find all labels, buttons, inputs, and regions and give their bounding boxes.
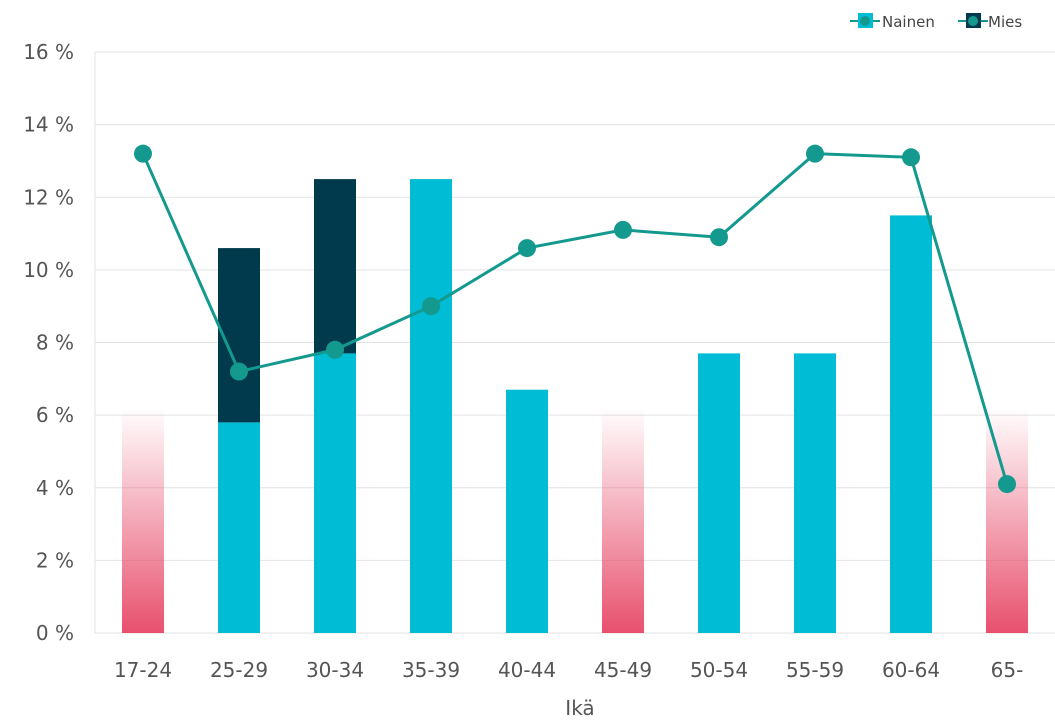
bar-nainen[interactable]	[890, 215, 932, 633]
x-tick-label: 65-	[991, 658, 1024, 682]
bars	[122, 179, 1028, 633]
legend-marker	[860, 16, 870, 26]
line-point[interactable]	[710, 228, 728, 247]
y-tick-label: 0 %	[36, 621, 74, 645]
y-tick-label: 2 %	[36, 548, 74, 572]
bar-mies[interactable]	[218, 248, 260, 423]
y-tick-label: 14 %	[23, 113, 74, 137]
x-axis-ticks: 17-24 25-29 30-34 35-39 40-44 45-49 50-54 55-59…	[114, 658, 1023, 682]
y-axis-ticks: 0 % 2 % 4 % 6 % 8 % 10 % 12 % 14 % 16 %	[23, 40, 74, 645]
line-point[interactable]	[902, 148, 920, 167]
y-tick-label: 12 %	[23, 185, 74, 209]
legend-item-nainen[interactable]: Nainen	[850, 13, 935, 31]
bar-nainen[interactable]	[506, 389, 548, 633]
legend-label: Nainen	[882, 13, 935, 31]
x-tick-label: 60-64	[882, 658, 940, 682]
legend[interactable]: Nainen Mies	[850, 13, 1022, 31]
line-point[interactable]	[806, 144, 824, 163]
x-tick-label: 50-54	[690, 658, 748, 682]
y-tick-label: 4 %	[36, 476, 74, 500]
line-point[interactable]	[134, 144, 152, 163]
bar-nainen[interactable]	[410, 179, 452, 633]
bar-nainen[interactable]	[794, 353, 836, 633]
bar-nainen[interactable]	[218, 422, 260, 633]
x-tick-label: 55-59	[786, 658, 844, 682]
x-tick-label: 17-24	[114, 658, 172, 682]
line-point[interactable]	[326, 340, 344, 359]
y-tick-label: 16 %	[23, 40, 74, 64]
bar-mies[interactable]	[314, 179, 356, 354]
line-point[interactable]	[230, 362, 248, 381]
placeholder-bar	[122, 407, 164, 633]
line-point[interactable]	[614, 220, 632, 239]
legend-label: Mies	[988, 13, 1022, 31]
line-path	[141, 152, 1009, 485]
bar-nainen[interactable]	[314, 353, 356, 633]
line-point[interactable]	[422, 297, 440, 316]
x-tick-label: 40-44	[498, 658, 556, 682]
x-tick-label: 45-49	[594, 658, 652, 682]
x-tick-label: 30-34	[306, 658, 364, 682]
line-series	[134, 144, 1016, 494]
line-point[interactable]	[518, 239, 536, 258]
x-tick-label: 25-29	[210, 658, 268, 682]
placeholder-bar	[986, 407, 1028, 633]
y-tick-label: 6 %	[36, 403, 74, 427]
y-tick-label: 10 %	[23, 258, 74, 282]
legend-item-mies[interactable]: Mies	[958, 13, 1022, 31]
placeholder-bar	[602, 407, 644, 633]
y-tick-label: 8 %	[36, 331, 74, 355]
bar-nainen[interactable]	[698, 353, 740, 633]
x-axis-title: Ikä	[565, 696, 594, 720]
x-tick-label: 35-39	[402, 658, 460, 682]
legend-marker	[968, 16, 978, 26]
line-point[interactable]	[998, 475, 1016, 494]
